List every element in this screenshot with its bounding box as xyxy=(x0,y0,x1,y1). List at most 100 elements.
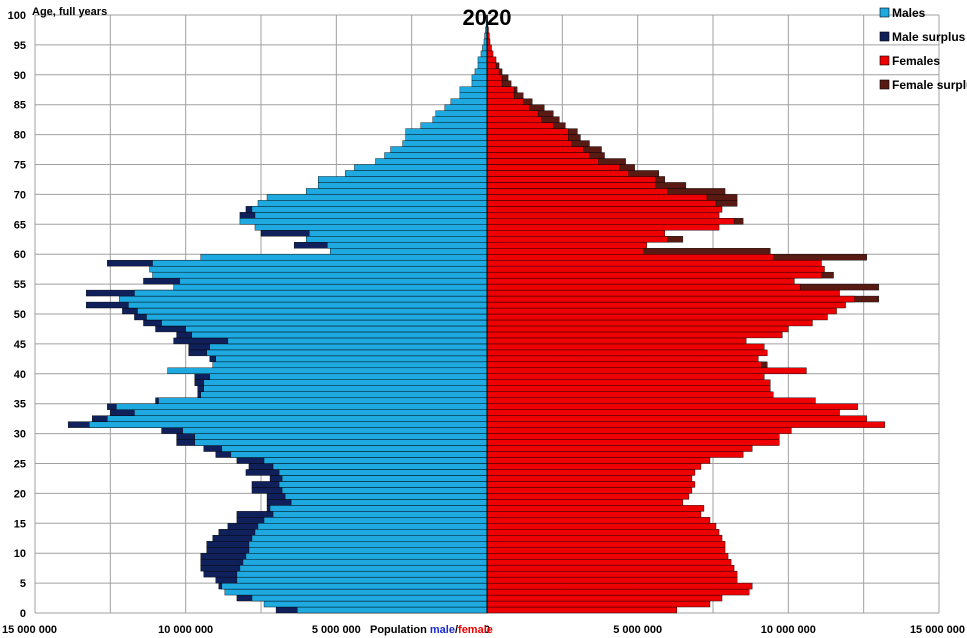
female-bar xyxy=(486,600,711,608)
y-tick-label: 40 xyxy=(14,369,26,381)
y-tick-label: 95 xyxy=(14,40,26,52)
male-bar-common xyxy=(209,373,488,380)
male-bar xyxy=(239,218,488,225)
y-tick-label: 60 xyxy=(14,249,26,261)
x-tick-label: 15 000 000 xyxy=(2,624,57,636)
male-bar-common xyxy=(182,427,488,434)
y-tick-label: 5 xyxy=(20,578,26,590)
male-bar-common xyxy=(194,433,488,440)
male-bar-common xyxy=(89,421,488,428)
male-bar-common xyxy=(251,594,488,602)
legend-swatch xyxy=(879,31,890,42)
female-bar-common xyxy=(486,295,855,303)
male-bar-common xyxy=(227,337,488,345)
female-bar-common xyxy=(486,92,515,99)
female-bar xyxy=(486,56,497,64)
female-bar-common xyxy=(486,188,669,195)
female-bar xyxy=(486,331,783,339)
male-bar xyxy=(173,283,488,291)
male-bar xyxy=(306,236,488,243)
male-bar xyxy=(375,158,488,165)
female-bar xyxy=(486,307,837,315)
female-bar xyxy=(486,230,665,237)
female-bar xyxy=(486,355,759,363)
female-bar xyxy=(486,511,702,518)
female-bar-common xyxy=(486,140,572,147)
male-bar xyxy=(345,170,488,177)
male-bar-common xyxy=(116,403,488,410)
female-bar xyxy=(486,493,690,500)
female-bar xyxy=(486,259,822,267)
female-bar xyxy=(486,385,771,392)
male-bar-common xyxy=(152,259,488,267)
male-bar xyxy=(149,265,488,273)
female-bar xyxy=(486,379,771,386)
female-bar-common xyxy=(486,80,503,87)
male-bar-common xyxy=(230,451,488,458)
male-bar xyxy=(318,182,488,189)
female-bar-common xyxy=(486,134,569,141)
chart-title: 2020 xyxy=(463,5,512,30)
male-bar-common xyxy=(245,553,488,560)
male-bar xyxy=(167,367,488,375)
y-tick-label: 45 xyxy=(14,339,26,351)
legend-swatch xyxy=(879,55,890,66)
female-bar xyxy=(486,289,840,297)
y-tick-label: 50 xyxy=(14,309,26,321)
female-bar xyxy=(486,451,744,458)
male-bar-common xyxy=(200,391,488,398)
female-bar xyxy=(486,373,765,380)
female-bar xyxy=(486,445,753,452)
female-bar xyxy=(486,277,795,285)
male-bar-common xyxy=(278,481,488,488)
female-bar xyxy=(486,265,825,273)
female-bar-common xyxy=(486,146,584,153)
male-bar xyxy=(477,56,488,64)
female-bar xyxy=(486,481,696,488)
male-bar-common xyxy=(251,206,488,213)
female-bar xyxy=(486,517,711,524)
female-bar xyxy=(486,469,696,476)
female-bar-common xyxy=(486,253,774,261)
female-bar-common xyxy=(486,248,644,255)
female-bar-common xyxy=(486,104,530,111)
female-bar xyxy=(486,463,702,470)
male-bar xyxy=(471,74,488,81)
female-bar-common xyxy=(486,271,822,279)
male-bar xyxy=(471,80,488,87)
male-bar-common xyxy=(239,564,488,572)
male-bar xyxy=(482,44,488,52)
female-bar xyxy=(486,582,753,590)
male-bar xyxy=(420,122,488,129)
male-bar-common xyxy=(203,385,488,392)
female-bar xyxy=(486,487,693,494)
male-bar-common xyxy=(221,445,488,452)
x-axis-label-male: male xyxy=(430,624,455,636)
male-bar xyxy=(119,295,488,303)
female-bar xyxy=(486,499,684,506)
male-bar-common xyxy=(161,319,488,327)
x-tick-label: 5 000 000 xyxy=(312,624,361,636)
male-bar xyxy=(212,361,488,369)
male-bar-common xyxy=(236,576,488,584)
female-bar xyxy=(486,415,867,422)
female-bar xyxy=(486,224,720,231)
female-bar xyxy=(486,301,846,309)
female-bar xyxy=(486,50,494,58)
female-bar xyxy=(486,547,726,554)
x-axis-label-sep: / xyxy=(455,624,458,636)
female-bar-common xyxy=(486,152,590,159)
female-bar xyxy=(486,427,792,434)
female-bar-common xyxy=(486,182,656,189)
male-bar-common xyxy=(185,325,488,333)
x-tick-label: 10 000 000 xyxy=(761,624,816,636)
male-bar-common xyxy=(272,511,488,518)
male-bar-common xyxy=(146,313,488,321)
male-bar-common xyxy=(128,301,488,309)
male-bar-common xyxy=(137,307,488,315)
male-bar-common xyxy=(242,558,488,566)
male-bar xyxy=(257,200,488,207)
female-bar xyxy=(486,606,678,614)
male-bar-common xyxy=(251,535,488,542)
